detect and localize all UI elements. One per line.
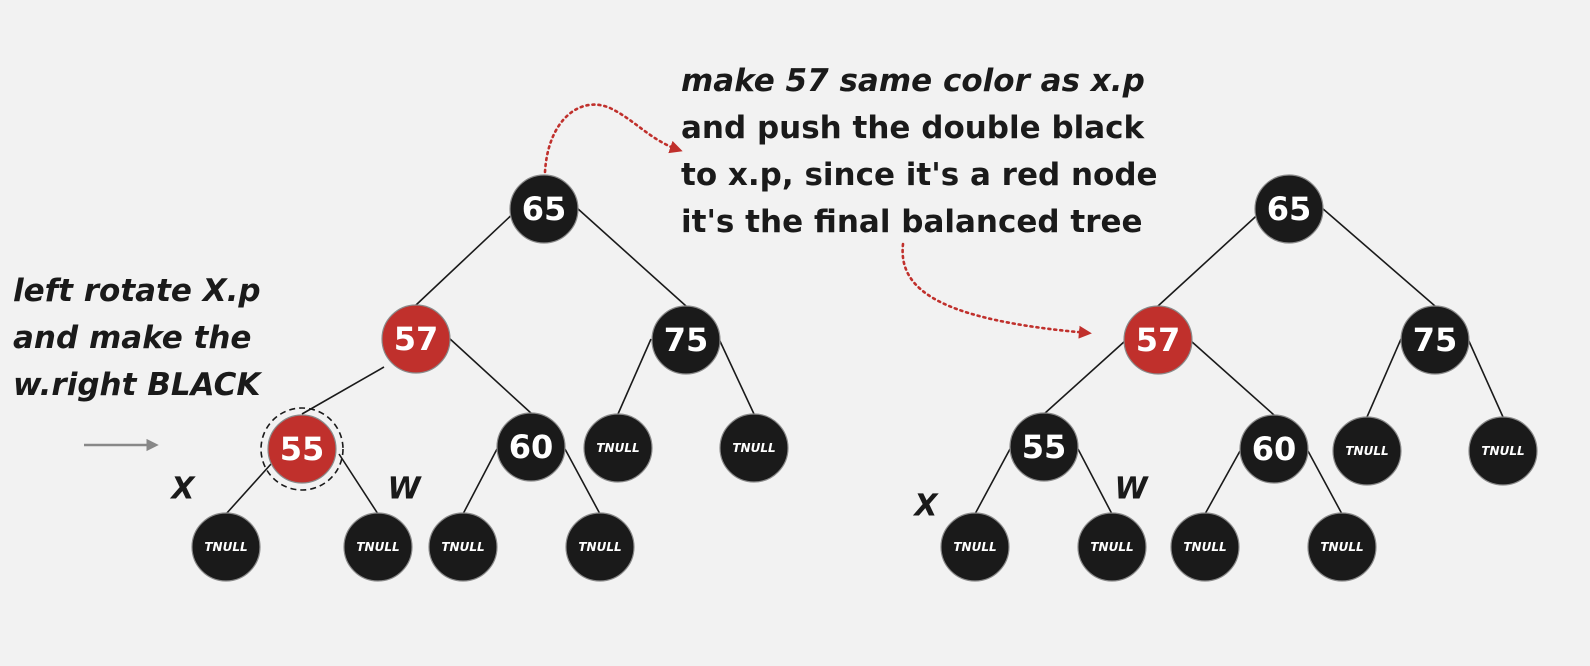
edge-65-75 <box>576 207 687 307</box>
null-node: TNULL <box>343 512 413 582</box>
tag-x: X <box>169 472 196 507</box>
note-line: left rotate X.p <box>13 273 261 309</box>
tree-node-55: 55 <box>1009 412 1079 482</box>
note-line: and push the double black <box>681 110 1145 146</box>
null-node: TNULL <box>940 512 1010 582</box>
edge-65-57 <box>1157 207 1266 307</box>
svg-text:75: 75 <box>1413 321 1458 359</box>
dotted-arrow-to-note <box>543 103 683 174</box>
edge-75-null <box>1467 338 1504 418</box>
after-tree-nodes: 65 57 75 55 60 TNULL TNULL TNULL <box>912 174 1538 582</box>
null-node: TNULL <box>191 512 261 582</box>
svg-text:57: 57 <box>1136 321 1181 359</box>
svg-text:TNULL: TNULL <box>578 540 621 554</box>
svg-text:TNULL: TNULL <box>1320 540 1363 554</box>
note-line: w.right BLACK <box>13 367 261 403</box>
tree-node-60: 60 <box>496 412 566 482</box>
tag-w: W <box>1114 472 1149 507</box>
svg-text:55: 55 <box>1022 428 1067 466</box>
null-node: TNULL <box>565 512 635 582</box>
null-node: TNULL <box>583 413 653 483</box>
svg-text:TNULL: TNULL <box>204 540 247 554</box>
tree-node-65: 65 <box>509 174 579 244</box>
note-line: make 57 same color as x.p <box>681 63 1145 99</box>
dotted-arrow-to-node-57 <box>901 242 1092 339</box>
null-node: TNULL <box>1332 416 1402 486</box>
edge-57-55 <box>1043 340 1126 415</box>
null-node: TNULL <box>428 512 498 582</box>
edge-75-null <box>1366 338 1402 418</box>
edge-60-null <box>1204 450 1241 515</box>
edge-75-null <box>718 338 755 415</box>
tree-node-60: 60 <box>1239 414 1309 484</box>
edge-55-null <box>338 453 379 515</box>
edge-55-null <box>974 448 1011 515</box>
edge-57-55 <box>301 366 385 415</box>
svg-text:60: 60 <box>1252 430 1297 468</box>
before-tree-edges <box>225 207 755 515</box>
null-node: TNULL <box>1170 512 1240 582</box>
note-line: it's the final balanced tree <box>681 204 1143 240</box>
svg-text:TNULL: TNULL <box>596 441 639 455</box>
svg-text:65: 65 <box>522 190 567 228</box>
edge-60-null <box>564 448 601 515</box>
tree-node-75: 75 <box>1400 305 1470 375</box>
svg-text:60: 60 <box>509 428 554 466</box>
tree-node-65: 65 <box>1254 174 1324 244</box>
before-tree-nodes: 65 57 75 55 60 TNULL TNULL TNULL <box>169 174 789 582</box>
edge-65-57 <box>415 207 520 306</box>
tree-node-57: 57 <box>381 304 451 374</box>
tree-node-75: 75 <box>651 305 721 375</box>
svg-text:TNULL: TNULL <box>1090 540 1133 554</box>
highlight-ring <box>260 407 344 491</box>
tree-node-55: 55 <box>260 407 344 491</box>
note-line: and make the <box>13 320 252 356</box>
edge-60-null <box>1307 450 1343 515</box>
svg-text:TNULL: TNULL <box>1481 444 1524 458</box>
svg-text:TNULL: TNULL <box>1345 444 1388 458</box>
edge-75-null <box>617 338 652 415</box>
svg-text:TNULL: TNULL <box>356 540 399 554</box>
svg-text:TNULL: TNULL <box>1183 540 1226 554</box>
edge-60-null <box>462 448 498 515</box>
edge-57-60 <box>1190 340 1275 416</box>
tag-x: X <box>912 489 939 524</box>
svg-text:TNULL: TNULL <box>953 540 996 554</box>
null-node: TNULL <box>1307 512 1377 582</box>
after-tree-edges <box>974 207 1504 515</box>
svg-text:65: 65 <box>1267 190 1312 228</box>
edge-57-60 <box>448 337 533 415</box>
edge-55-null <box>225 463 272 515</box>
svg-text:75: 75 <box>664 321 709 359</box>
edge-55-null <box>1077 448 1113 515</box>
edge-65-75 <box>1321 207 1436 307</box>
null-node: TNULL <box>719 413 789 483</box>
svg-text:57: 57 <box>394 320 439 358</box>
tree-node-57: 57 <box>1123 305 1193 375</box>
tag-w: W <box>387 472 422 507</box>
null-node: TNULL <box>1468 416 1538 486</box>
svg-text:55: 55 <box>280 430 325 468</box>
left-rotate-note: left rotate X.p and make the w.right BLA… <box>13 268 261 409</box>
svg-text:TNULL: TNULL <box>441 540 484 554</box>
note-line: to x.p, since it's a red node <box>681 157 1158 193</box>
svg-text:TNULL: TNULL <box>732 441 775 455</box>
final-tree-note: make 57 same color as x.p and push the d… <box>681 58 1158 246</box>
null-node: TNULL <box>1077 512 1147 582</box>
